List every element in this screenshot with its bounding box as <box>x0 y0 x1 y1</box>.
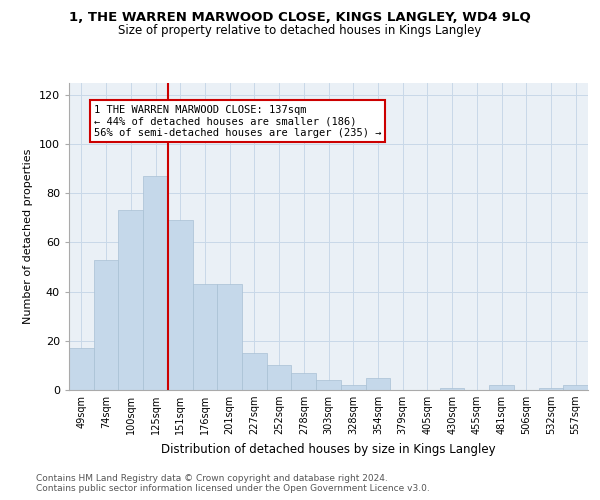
Bar <box>242 353 267 390</box>
Bar <box>193 284 217 390</box>
Bar <box>341 385 365 390</box>
Text: 1, THE WARREN MARWOOD CLOSE, KINGS LANGLEY, WD4 9LQ: 1, THE WARREN MARWOOD CLOSE, KINGS LANGL… <box>69 11 531 24</box>
Text: Size of property relative to detached houses in Kings Langley: Size of property relative to detached ho… <box>118 24 482 37</box>
Bar <box>292 373 316 390</box>
Text: Contains HM Land Registry data © Crown copyright and database right 2024.: Contains HM Land Registry data © Crown c… <box>36 474 388 483</box>
Bar <box>94 260 118 390</box>
Bar <box>539 388 563 390</box>
Bar <box>267 366 292 390</box>
Bar <box>489 385 514 390</box>
Bar <box>69 348 94 390</box>
Text: Distribution of detached houses by size in Kings Langley: Distribution of detached houses by size … <box>161 442 496 456</box>
Text: Contains public sector information licensed under the Open Government Licence v3: Contains public sector information licen… <box>36 484 430 493</box>
Text: 1 THE WARREN MARWOOD CLOSE: 137sqm
← 44% of detached houses are smaller (186)
56: 1 THE WARREN MARWOOD CLOSE: 137sqm ← 44%… <box>94 104 381 138</box>
Bar <box>440 388 464 390</box>
Bar <box>168 220 193 390</box>
Bar <box>316 380 341 390</box>
Bar <box>563 385 588 390</box>
Bar <box>365 378 390 390</box>
Y-axis label: Number of detached properties: Number of detached properties <box>23 148 33 324</box>
Bar <box>118 210 143 390</box>
Bar <box>217 284 242 390</box>
Bar <box>143 176 168 390</box>
